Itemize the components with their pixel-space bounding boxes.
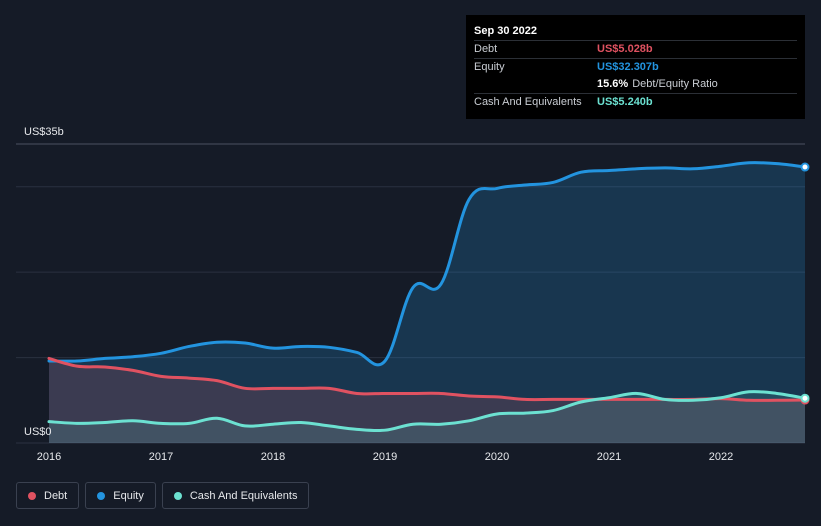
tooltip-debt-label: Debt: [474, 43, 498, 55]
area-debt: [49, 358, 805, 443]
legend-item-cash[interactable]: Cash And Equivalents: [161, 482, 310, 509]
end-marker-cash-and-equivalents: [800, 393, 810, 403]
tooltip-ratio-label: Debt/Equity Ratio: [632, 78, 718, 90]
x-tick-label: 2017: [149, 451, 173, 463]
tooltip-row-ratio: 15.6% Debt/Equity Ratio: [474, 76, 797, 93]
tooltip-cash-label: Cash And Equivalents: [474, 96, 582, 108]
line-cash-and-equivalents: [47, 390, 807, 433]
legend: Debt Equity Cash And Equivalents: [16, 482, 310, 509]
x-axis-ticks: 2016 2017 2018 2019 2020 2021 2022: [37, 451, 733, 463]
y-axis-bottom-label: US$0: [24, 426, 52, 438]
y-axis-top-label: US$35b: [24, 126, 64, 138]
x-tick-label: 2021: [597, 451, 621, 463]
tooltip-row-equity: Equity US$32.307b: [474, 58, 797, 76]
tooltip-debt-value: US$5.028b: [597, 43, 653, 55]
x-tick-label: 2019: [373, 451, 397, 463]
x-tick-label: 2016: [37, 451, 61, 463]
legend-label-debt: Debt: [44, 489, 68, 502]
tooltip-ratio-value: 15.6%: [597, 78, 629, 90]
tooltip-cash-value: US$5.240b: [597, 96, 653, 108]
tooltip-panel: Sep 30 2022 Debt US$5.028b Equity US$32.…: [466, 15, 805, 119]
x-tick-label: 2022: [709, 451, 733, 463]
grid-lines: [16, 143, 805, 444]
area-equity: [49, 162, 805, 444]
tooltip-row-cash: Cash And Equivalents US$5.240b: [474, 93, 797, 111]
end-markers: [800, 162, 810, 405]
legend-item-debt[interactable]: Debt: [16, 482, 80, 509]
tooltip-date: Sep 30 2022: [474, 25, 537, 37]
series-lines: [47, 161, 807, 433]
legend-label-equity: Equity: [113, 489, 144, 502]
legend-label-cash: Cash And Equivalents: [189, 489, 298, 502]
tooltip-equity-label: Equity: [474, 61, 505, 73]
x-tick-label: 2020: [485, 451, 509, 463]
end-marker-equity: [800, 162, 810, 172]
x-tick-label: 2018: [261, 451, 285, 463]
series-areas: [49, 162, 805, 444]
legend-dot-equity: [97, 491, 106, 500]
legend-dot-debt: [28, 491, 36, 500]
legend-item-equity[interactable]: Equity: [85, 482, 156, 509]
legend-dot-cash: [173, 491, 182, 500]
tooltip-equity-value: US$32.307b: [597, 61, 659, 73]
tooltip-ratio-spacer: [474, 76, 597, 93]
area-cash-and-equivalents: [49, 391, 805, 443]
tooltip-row-debt: Debt US$5.028b: [474, 40, 797, 58]
line-equity: [47, 161, 807, 367]
